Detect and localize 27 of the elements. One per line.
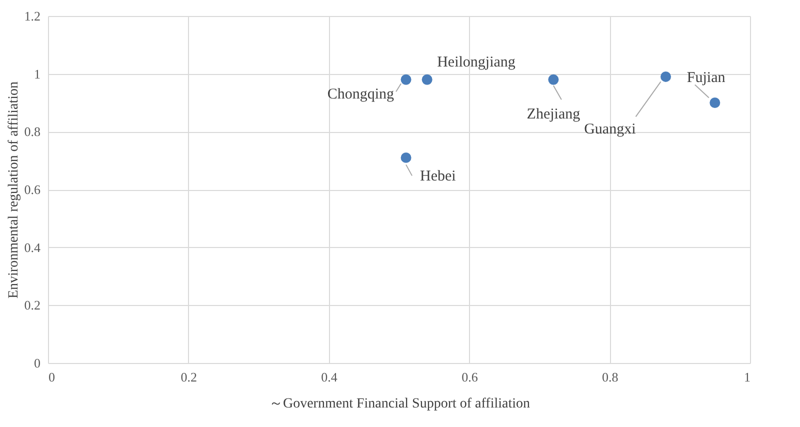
y-tick-label: 0 [34,356,40,370]
x-tick-label: 0.4 [321,370,338,384]
point [710,98,720,108]
point [660,71,672,82]
y-tick-label: 0.6 [24,182,41,197]
annotation: Guangxi [584,122,636,138]
point [400,74,412,85]
y-tick-label: 0.8 [24,124,40,140]
y-axis-title: Environmental regulation of affiliation [6,81,22,299]
x-tick-label: 0 [48,370,55,384]
annotation: Hebei [420,168,456,185]
x-tick-label: 0.8 [602,370,618,384]
y-tick-label: 1.2 [24,8,40,24]
annotation: Chongqing [327,86,395,103]
annotation: Heilongjiang [437,54,516,71]
x-tick-label: 0.2 [180,370,198,384]
point [548,74,559,85]
annotation: Fujian [686,70,726,86]
y-tick-label: 1 [34,66,40,82]
point [422,74,432,85]
y-tick-label: 0.2 [24,298,40,313]
x-tick-label: 0.6 [462,370,478,384]
y-tick-label: 0.4 [24,240,41,255]
annotation: Zhejiang [526,106,581,123]
x-tick-label: 1 [744,370,750,384]
point [400,152,412,163]
x-axis-title: ～Government Financial Support of affiliation [268,396,530,412]
